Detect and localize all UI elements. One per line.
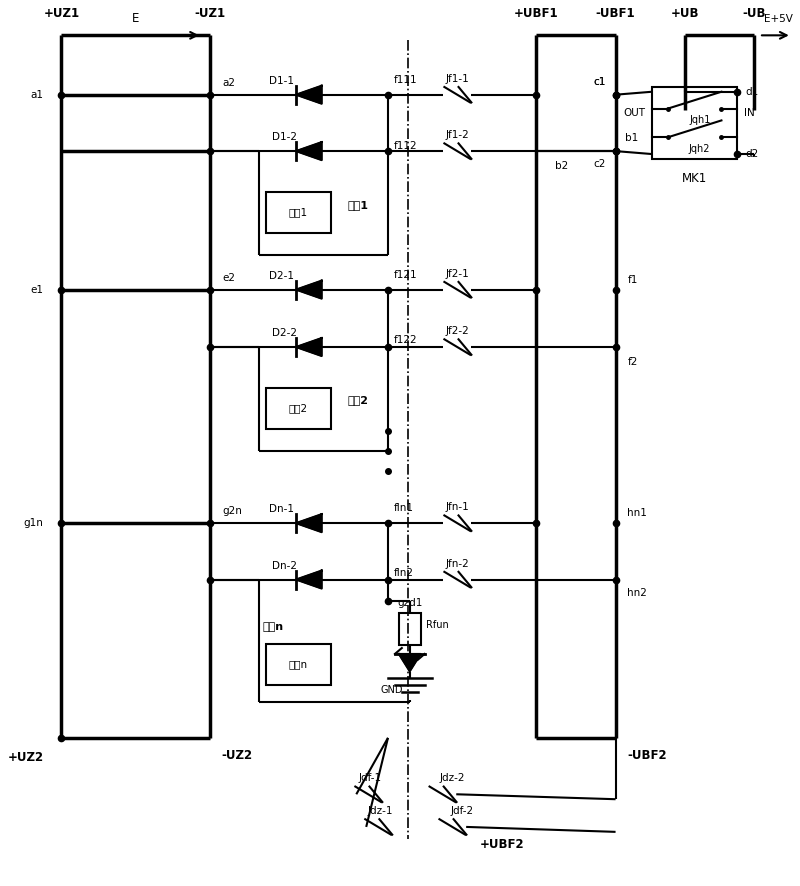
Text: D2-1: D2-1 [269,271,294,281]
Text: 分路2: 分路2 [348,395,369,406]
Polygon shape [296,142,322,160]
Text: g2n: g2n [222,506,242,517]
Text: Jqh2: Jqh2 [689,144,710,154]
Text: -UB: -UB [742,7,766,20]
Polygon shape [296,338,322,356]
Text: OUT: OUT [623,108,646,118]
Text: fln2: fln2 [394,568,414,578]
Text: -UZ1: -UZ1 [194,7,226,20]
Text: Jf2-2: Jf2-2 [446,326,469,336]
Text: a2: a2 [222,78,236,88]
Bar [266,644,330,686]
Text: Jdf-2: Jdf-2 [450,806,474,816]
Text: D1-2: D1-2 [271,132,297,143]
Polygon shape [296,514,322,532]
Text: c1: c1 [594,77,606,87]
Text: Dn-2: Dn-2 [271,561,297,571]
Text: IN: IN [744,108,755,118]
Text: c1: c1 [594,77,606,87]
Text: d1: d1 [745,87,758,97]
Text: E: E [132,12,139,25]
Text: -UBF1: -UBF1 [596,7,635,20]
Bar [266,387,330,429]
Text: f112: f112 [394,141,418,152]
Text: 负载1: 负载1 [289,207,308,217]
Text: +UBF2: +UBF2 [479,838,524,851]
Text: Dn-1: Dn-1 [269,504,294,514]
Text: Jf1-2: Jf1-2 [446,130,469,140]
Text: hn1: hn1 [627,509,647,518]
Text: a1: a1 [30,89,44,100]
Text: -UZ2: -UZ2 [222,750,253,762]
Text: hn2: hn2 [627,588,647,598]
Text: Jf2-1: Jf2-1 [446,268,469,279]
Text: e2: e2 [222,273,236,283]
Text: MK1: MK1 [682,172,707,185]
Text: +UB: +UB [670,7,699,20]
Text: Jdz-1: Jdz-1 [367,806,393,816]
Text: b2: b2 [554,161,568,171]
Bar [266,191,330,233]
Text: Jdf-1: Jdf-1 [358,773,382,783]
Text: e1: e1 [30,284,44,295]
Text: fln1: fln1 [394,503,414,513]
Text: c2: c2 [594,159,606,169]
Text: Jdz-2: Jdz-2 [439,773,465,783]
Text: 负载n: 负载n [289,660,308,670]
Text: 分路1: 分路1 [348,199,369,209]
Text: Rfun: Rfun [426,620,449,630]
Text: Jqh1: Jqh1 [689,115,710,126]
Text: d2: d2 [745,149,758,159]
Text: -UBF2: -UBF2 [627,750,667,762]
Text: GND: GND [380,686,402,696]
Text: D2-2: D2-2 [271,328,297,338]
Text: Jf1-1: Jf1-1 [446,74,469,84]
Text: f2: f2 [627,357,638,367]
Text: Jfn-1: Jfn-1 [446,502,469,512]
Text: E+5V: E+5V [764,13,794,24]
Text: g1n: g1n [24,518,44,528]
Polygon shape [296,86,322,104]
Text: f1: f1 [627,275,638,284]
Text: f111: f111 [394,74,418,85]
Text: 分路n: 分路n [262,622,283,632]
Text: +UZ2: +UZ2 [7,751,44,764]
Text: gzd1: gzd1 [398,598,423,609]
Text: +UZ1: +UZ1 [43,7,79,20]
Polygon shape [399,654,421,672]
Bar [399,613,421,645]
Text: D1-1: D1-1 [269,76,294,86]
Text: +UBF1: +UBF1 [514,7,558,20]
Polygon shape [296,571,322,588]
Text: Jfn-2: Jfn-2 [446,559,469,569]
Text: f121: f121 [394,270,418,280]
Polygon shape [296,281,322,299]
Text: f122: f122 [394,335,418,345]
Text: 负载2: 负载2 [289,403,308,414]
Text: b1: b1 [626,133,638,144]
Bar [652,87,738,159]
